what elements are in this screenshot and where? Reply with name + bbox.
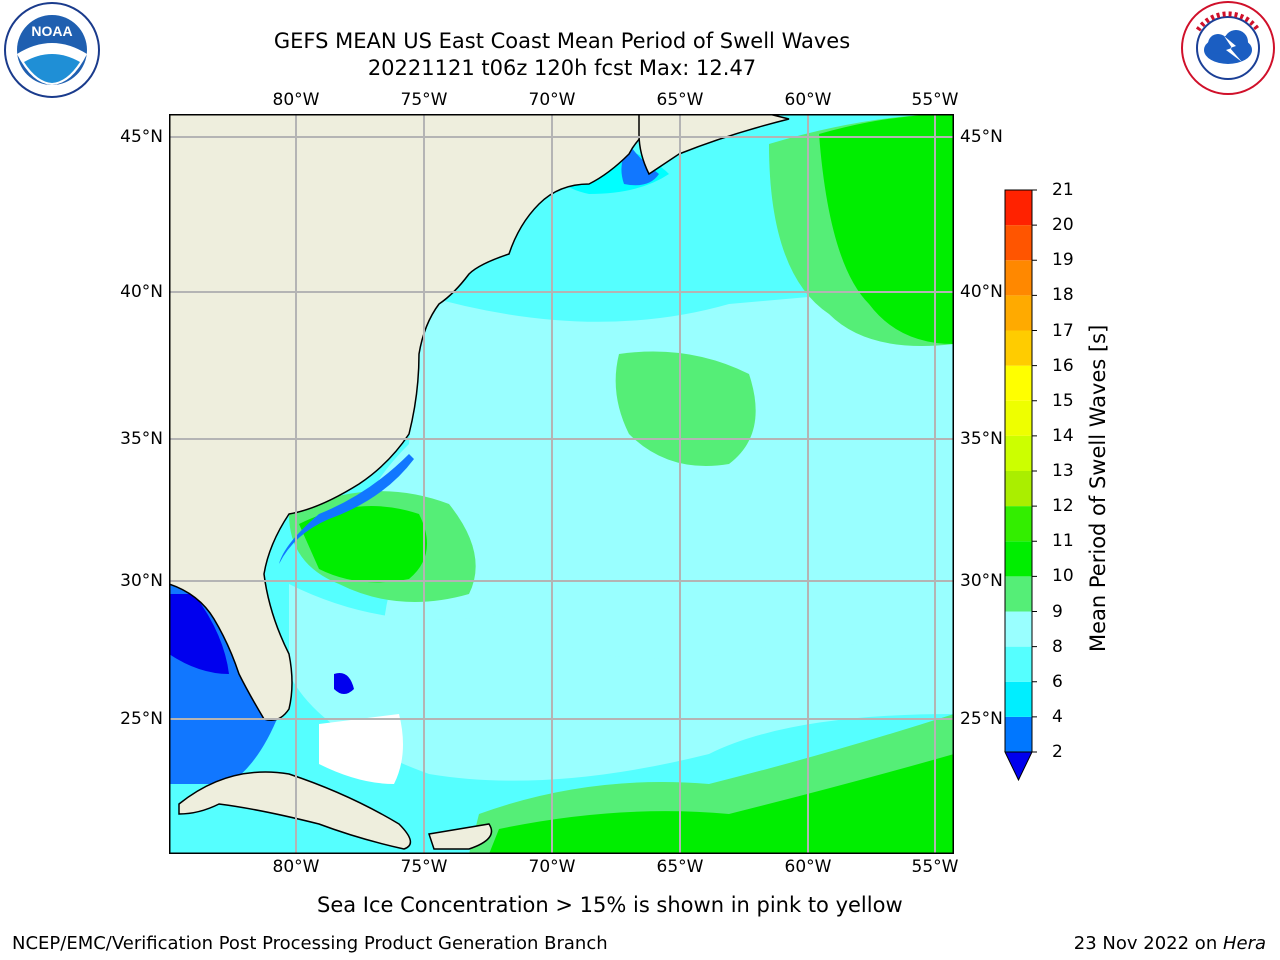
colorbar-tick-label: 20 (1052, 215, 1074, 236)
field-2-4s-bay-of-fundy (621, 144, 659, 186)
lon-label-bottom-65w: 65°W (656, 857, 704, 877)
lon-label-bottom-80w: 80°W (272, 857, 320, 877)
lon-label-top-80w: 80°W (272, 90, 320, 110)
noaa-logo-text: NOAA (31, 23, 72, 39)
colorbar-segment (1005, 400, 1032, 436)
colorbar-tick-label: 13 (1052, 461, 1074, 481)
colorbar-tick-label: 6 (1052, 671, 1063, 692)
colorbar-segment (1005, 225, 1032, 261)
colorbar (1000, 186, 1040, 786)
credit-line: NCEP/EMC/Verification Post Processing Pr… (12, 933, 608, 954)
colorbar-tick-label: 12 (1052, 496, 1074, 517)
colorbar-tick-label: 10 (1052, 566, 1074, 587)
lat-label-left-30n: 30°N (120, 571, 163, 591)
lon-label-top-75w: 75°W (400, 90, 448, 110)
field-10-11s-west (299, 506, 427, 583)
lat-label-right-40n: 40°N (960, 282, 1003, 302)
colorbar-tick-label: 21 (1052, 180, 1074, 200)
colorbar-tick-label: 2 (1052, 742, 1063, 762)
colorbar-tick-label: 19 (1052, 250, 1074, 271)
run-date: 23 Nov 2022 on Hera (1074, 934, 1266, 954)
field-10-11s-northeast (819, 114, 954, 344)
colorbar-segment (1005, 541, 1032, 577)
colorbar-segment (1005, 611, 1032, 647)
colorbar-segment (1005, 471, 1032, 507)
colorbar-segment (1005, 435, 1032, 471)
colorbar-tick-label: 15 (1052, 390, 1074, 411)
colorbar-tick-label: 16 (1052, 355, 1074, 376)
colorbar-label: Mean Period of Swell Waves [s] (1086, 324, 1110, 652)
graticule (169, 114, 954, 854)
chart-subtitle: 20221121 t06z 120h fcst Max: 12.47 (367, 56, 757, 80)
colorbar-tick-label: 9 (1052, 601, 1063, 622)
colorbar-tick-label: 14 (1052, 425, 1074, 446)
lon-label-top-65w: 65°W (656, 90, 704, 110)
noaa-logo: NOAA (2, 2, 102, 102)
land-north-america (169, 114, 671, 721)
lat-label-right-30n: 30°N (960, 571, 1003, 591)
lat-label-left-25n: 25°N (120, 709, 163, 729)
colorbar-segment (1005, 506, 1032, 542)
colorbar-tick-label: 18 (1052, 285, 1074, 306)
bahamas-bank (319, 714, 403, 784)
lon-label-bottom-55w: 55°W (911, 857, 959, 877)
colorbar-segment (1005, 330, 1032, 366)
colorbar-canvas (1004, 189, 1037, 782)
lon-label-bottom-70w: 70°W (528, 857, 576, 877)
lon-label-bottom-60w: 60°W (784, 857, 832, 877)
swell-period-map (169, 114, 954, 854)
lat-label-right-35n: 35°N (960, 429, 1003, 449)
field-lt2s-bahamas (334, 673, 354, 694)
colorbar-segment (1005, 681, 1032, 717)
colorbar-segment (1005, 295, 1032, 331)
date-text: 23 Nov 2022 on (1073, 933, 1223, 954)
field-lt2s-gulf (169, 594, 229, 674)
colorbar-under-triangle (1004, 751, 1033, 782)
noaa-logo-icon: NOAA (4, 2, 100, 98)
field-8-9s-south (289, 584, 954, 781)
field-9-10s-central (615, 351, 756, 466)
machine-name: Hera (1222, 933, 1266, 954)
lat-label-right-45n: 45°N (960, 127, 1003, 147)
map-canvas (169, 114, 954, 854)
land-hispaniola (428, 823, 493, 850)
lon-label-top-60w: 60°W (784, 90, 832, 110)
colorbar-tick-label: 17 (1052, 320, 1074, 341)
lon-label-top-70w: 70°W (528, 90, 576, 110)
map-frame (169, 114, 954, 854)
colorbar-segment (1005, 646, 1032, 682)
colorbar-segment (1005, 716, 1032, 752)
land-nova-scotia (638, 114, 790, 176)
chart-title: GEFS MEAN US East Coast Mean Period of S… (273, 29, 851, 53)
colorbar-tick-label: 11 (1052, 531, 1074, 552)
national-weather-service-logo-icon (1181, 1, 1275, 95)
colorbar-segment (1005, 190, 1032, 226)
sea-ice-note: Sea Ice Concentration > 15% is shown in … (317, 893, 903, 917)
lat-label-left-35n: 35°N (120, 429, 163, 449)
lon-label-top-55w: 55°W (911, 90, 959, 110)
land-cuba (178, 771, 412, 850)
colorbar-tick-label: 8 (1052, 636, 1063, 657)
colorbar-segment (1005, 365, 1032, 401)
nws-logo (1178, 0, 1278, 100)
colorbar-tick-label: 4 (1052, 706, 1063, 727)
lon-label-bottom-75w: 75°W (400, 857, 448, 877)
colorbar-segment (1005, 260, 1032, 296)
field-2-4s-carolina-coast (279, 454, 414, 564)
colorbar-segment (1005, 576, 1032, 612)
lat-label-left-45n: 45°N (120, 127, 163, 147)
lat-label-left-40n: 40°N (120, 282, 163, 302)
field-10-11s-south (489, 754, 954, 854)
lat-label-right-25n: 25°N (960, 709, 1003, 729)
